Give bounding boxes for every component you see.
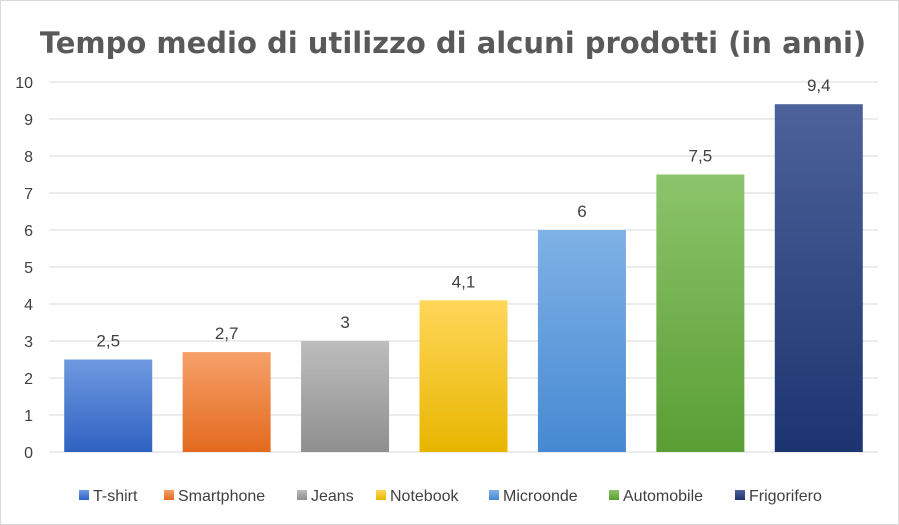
y-tick-label: 8 — [24, 149, 33, 166]
legend: T-shirt Smartphone Jeans Notebook Microonde A… — [79, 488, 822, 505]
bar-jeans — [301, 341, 390, 452]
bar-notebook — [419, 300, 508, 452]
legend-label-notebook: Notebook — [390, 488, 459, 505]
legend-swatch-jeans — [297, 490, 307, 500]
legend-swatch-microonde — [489, 490, 499, 500]
data-labels: 2,5 2,7 3 4,1 6 7,5 9,4 — [96, 76, 830, 350]
data-label-automobile: 7,5 — [689, 147, 713, 166]
bar-t-shirt — [64, 359, 153, 452]
legend-label-jeans: Jeans — [311, 488, 354, 505]
bar-frigorifero — [774, 104, 863, 452]
bars — [64, 104, 863, 452]
data-label-microonde: 6 — [577, 202, 586, 221]
data-label-t-shirt: 2,5 — [96, 332, 120, 351]
legend-label-microonde: Microonde — [503, 488, 578, 505]
legend-swatch-frigorifero — [735, 490, 745, 500]
y-tick-label: 3 — [24, 334, 33, 351]
data-label-notebook: 4,1 — [452, 272, 476, 291]
bar-smartphone — [182, 352, 271, 452]
data-label-frigorifero: 9,4 — [807, 76, 831, 95]
legend-swatch-smartphone — [164, 490, 174, 500]
y-tick-label: 10 — [15, 75, 33, 92]
chart-title: Tempo medio di utilizzo di alcuni prodot… — [40, 26, 866, 60]
bar-automobile — [656, 174, 745, 452]
legend-swatch-t-shirt — [79, 490, 89, 500]
y-tick-label: 6 — [24, 223, 33, 240]
bar-microonde — [537, 230, 626, 452]
legend-label-frigorifero: Frigorifero — [749, 488, 822, 505]
legend-label-automobile: Automobile — [623, 488, 703, 505]
y-tick-label: 0 — [24, 445, 33, 462]
legend-swatch-automobile — [609, 490, 619, 500]
y-axis-ticks: 0 1 2 3 4 5 6 7 8 9 10 — [15, 75, 33, 462]
legend-swatch-notebook — [376, 490, 386, 500]
y-tick-label: 9 — [24, 112, 33, 129]
data-label-jeans: 3 — [340, 313, 349, 332]
y-tick-label: 1 — [24, 408, 33, 425]
data-label-smartphone: 2,7 — [215, 324, 239, 343]
legend-label-smartphone: Smartphone — [178, 488, 265, 505]
y-tick-label: 5 — [24, 260, 33, 277]
y-tick-label: 4 — [24, 297, 33, 314]
legend-label-t-shirt: T-shirt — [93, 488, 138, 505]
y-tick-label: 2 — [24, 371, 33, 388]
y-tick-label: 7 — [24, 186, 33, 203]
